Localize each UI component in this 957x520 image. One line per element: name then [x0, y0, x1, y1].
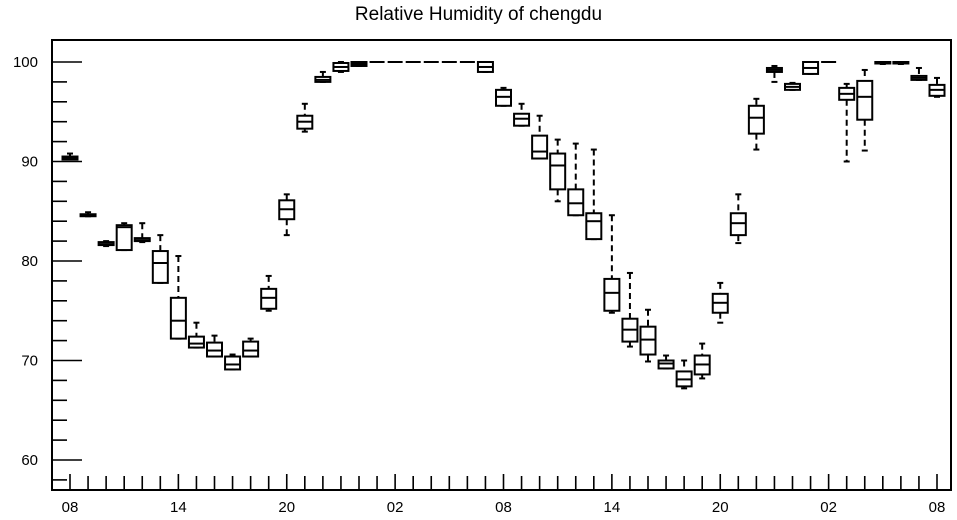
box-item — [675, 359, 693, 390]
box-item — [187, 321, 205, 349]
box-body — [224, 355, 242, 371]
box-item — [693, 342, 711, 380]
box-body — [856, 79, 874, 121]
box-item — [260, 274, 278, 312]
box-body — [585, 212, 603, 241]
box-item — [765, 64, 783, 83]
x-tick-label: 14 — [604, 499, 621, 516]
box-item — [296, 102, 314, 133]
y-tick-label: 60 — [21, 452, 38, 469]
y-tick-label: 70 — [21, 353, 38, 370]
y-tick-label: 80 — [21, 253, 38, 270]
box-item — [838, 82, 856, 163]
box-body — [747, 104, 765, 135]
x-tick-label: 02 — [387, 499, 404, 516]
box-item — [747, 97, 765, 151]
y-tick-label: 90 — [21, 154, 38, 171]
box-item — [711, 281, 729, 324]
chart-title: Relative Humidity of chengdu — [354, 4, 603, 25]
box-item — [567, 142, 585, 217]
box-item — [874, 61, 892, 65]
box-item — [856, 68, 874, 152]
x-tick-label: 20 — [712, 499, 729, 516]
box-item — [278, 193, 296, 237]
box-body — [549, 152, 567, 191]
x-tick-label: 08 — [62, 499, 79, 516]
box-item — [585, 148, 603, 241]
box-item — [133, 222, 151, 244]
box-body — [531, 134, 549, 160]
box-item — [657, 354, 675, 370]
box-body — [187, 335, 205, 349]
box-item — [242, 337, 260, 358]
box-item — [495, 86, 512, 107]
box-item — [621, 271, 639, 348]
box-item — [928, 76, 946, 98]
y-axis: 60 70 80 90 100 — [13, 54, 82, 481]
box-item — [151, 234, 169, 284]
x-tick-label: 20 — [278, 499, 295, 516]
box-body — [151, 250, 169, 284]
box-item — [314, 70, 332, 83]
x-tick-label: 08 — [929, 499, 946, 516]
x-tick-label: 08 — [495, 499, 512, 516]
box-body — [115, 224, 133, 252]
box-item — [603, 214, 621, 314]
box-body — [242, 340, 260, 358]
x-tick-label: 14 — [170, 499, 187, 516]
boxes-layer — [61, 61, 946, 390]
box-item — [784, 81, 801, 91]
box-item — [910, 66, 928, 81]
box-item — [476, 61, 494, 73]
box-item — [332, 61, 350, 73]
box-item — [350, 61, 368, 67]
box-body — [169, 296, 187, 340]
box-item — [549, 138, 567, 203]
y-tick-label: 100 — [13, 54, 38, 71]
x-axis: 08 14 20 02 08 14 20 02 08 — [62, 474, 946, 516]
box-item — [97, 240, 115, 248]
box-item — [206, 334, 223, 358]
x-tick-label: 02 — [820, 499, 837, 516]
box-item — [513, 102, 531, 127]
box-item — [639, 308, 657, 363]
box-item — [224, 353, 242, 371]
box-item — [892, 61, 910, 65]
box-item — [169, 255, 187, 340]
box-item — [115, 222, 133, 252]
box-item — [802, 61, 820, 75]
box-item — [61, 152, 79, 161]
box-item — [531, 114, 549, 160]
box-body — [603, 277, 621, 312]
box-item — [729, 193, 747, 245]
plot-frame — [51, 39, 952, 491]
box-item — [79, 211, 97, 218]
